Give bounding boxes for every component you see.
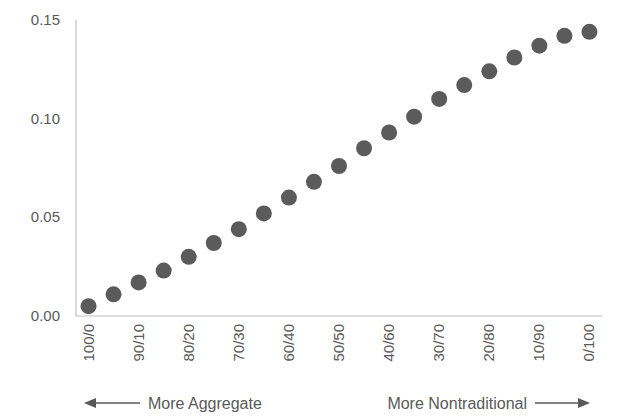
y-tick-label: 0.05 <box>31 208 60 225</box>
x-tick-label: 70/30 <box>230 324 247 362</box>
annotation: More Nontraditional <box>387 395 527 412</box>
point <box>531 38 547 54</box>
point <box>431 91 447 107</box>
x-tick-label: 100/0 <box>80 324 97 362</box>
point <box>331 158 347 174</box>
points <box>81 24 598 314</box>
arrow-head <box>578 398 590 408</box>
arrow-line <box>535 402 582 403</box>
x-tick-label: 60/40 <box>280 324 297 362</box>
point <box>106 286 122 302</box>
y-tick-label: 0.15 <box>31 11 60 28</box>
y-tick-label: 0.10 <box>31 110 60 127</box>
x-tick-label: 0/100 <box>580 324 597 362</box>
x-tick-label: 80/20 <box>180 324 197 362</box>
y-axis-line <box>75 20 76 316</box>
point <box>131 274 147 290</box>
point <box>506 49 522 65</box>
chart-container: 0.00 0.05 0.10 0.15 100/0 90/10 80/20 70/30 60/4… <box>0 0 622 420</box>
point <box>556 28 572 44</box>
point <box>306 174 322 190</box>
point <box>256 205 272 221</box>
point <box>356 140 372 156</box>
point <box>481 63 497 79</box>
point <box>456 77 472 93</box>
point <box>181 249 197 265</box>
point <box>206 235 222 251</box>
point <box>281 190 297 206</box>
y-tick <box>72 217 76 218</box>
x-tick-label: 10/90 <box>530 324 547 362</box>
point <box>406 109 422 125</box>
x-axis-line <box>76 315 602 316</box>
y-tick <box>72 118 76 119</box>
x-tick-label: 50/50 <box>330 324 347 362</box>
y-tick <box>72 316 76 317</box>
point <box>231 221 247 237</box>
x-tick-label: 30/70 <box>430 324 447 362</box>
x-tick-label: 20/80 <box>480 324 497 362</box>
x-tick-label: 90/10 <box>130 324 147 362</box>
point <box>581 24 597 40</box>
annotation: More Aggregate <box>148 395 262 412</box>
point <box>81 298 97 314</box>
arrow-line <box>92 402 140 403</box>
chart-svg: 0.00 0.05 0.10 0.15 100/0 90/10 80/20 70/30 60/4… <box>0 0 622 420</box>
y-tick-label: 0.00 <box>31 307 60 324</box>
arrow-head <box>84 398 96 408</box>
y-tick <box>72 20 76 21</box>
point <box>156 263 172 279</box>
point <box>381 124 397 140</box>
x-tick-label: 40/60 <box>380 324 397 362</box>
